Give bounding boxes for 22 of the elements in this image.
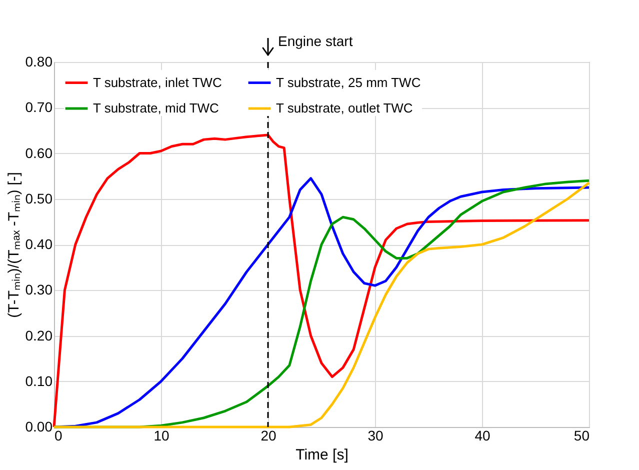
legend-label: T substrate, mid TWC [93, 100, 219, 116]
y-axis-title: (T-Tₘᵢₙ)/(Tₘₐₓ -Tₘᵢₙ) [-] [5, 172, 22, 318]
y-tick-label: 0.80 [25, 54, 53, 70]
legend-label: Engine start [278, 33, 353, 49]
x-tick-label: 0 [54, 428, 62, 444]
y-tick-label: 0.30 [25, 282, 53, 298]
y-tick-label: 0.60 [25, 144, 53, 161]
y-tick-label: 0.00 [25, 418, 53, 434]
x-tick-label: 50 [574, 428, 590, 444]
legend-label: T substrate, outlet TWC [276, 100, 413, 116]
y-tick-label: 0.70 [25, 99, 53, 116]
y-tick-label: 0.40 [25, 236, 53, 252]
y-tick-label: 0.10 [25, 372, 53, 389]
legend-label: T substrate, inlet TWC [93, 74, 222, 90]
y-tick-label: 0.20 [25, 327, 53, 344]
x-axis-title: Time [s] [296, 446, 348, 464]
x-tick-label: 40 [474, 428, 490, 444]
x-tick-label: 10 [154, 428, 170, 444]
y-tick-label: 0.50 [25, 190, 53, 206]
x-tick-label: 20 [260, 428, 276, 444]
x-tick-label: 30 [368, 428, 384, 444]
legend-label: T substrate, 25 mm TWC [276, 74, 421, 90]
